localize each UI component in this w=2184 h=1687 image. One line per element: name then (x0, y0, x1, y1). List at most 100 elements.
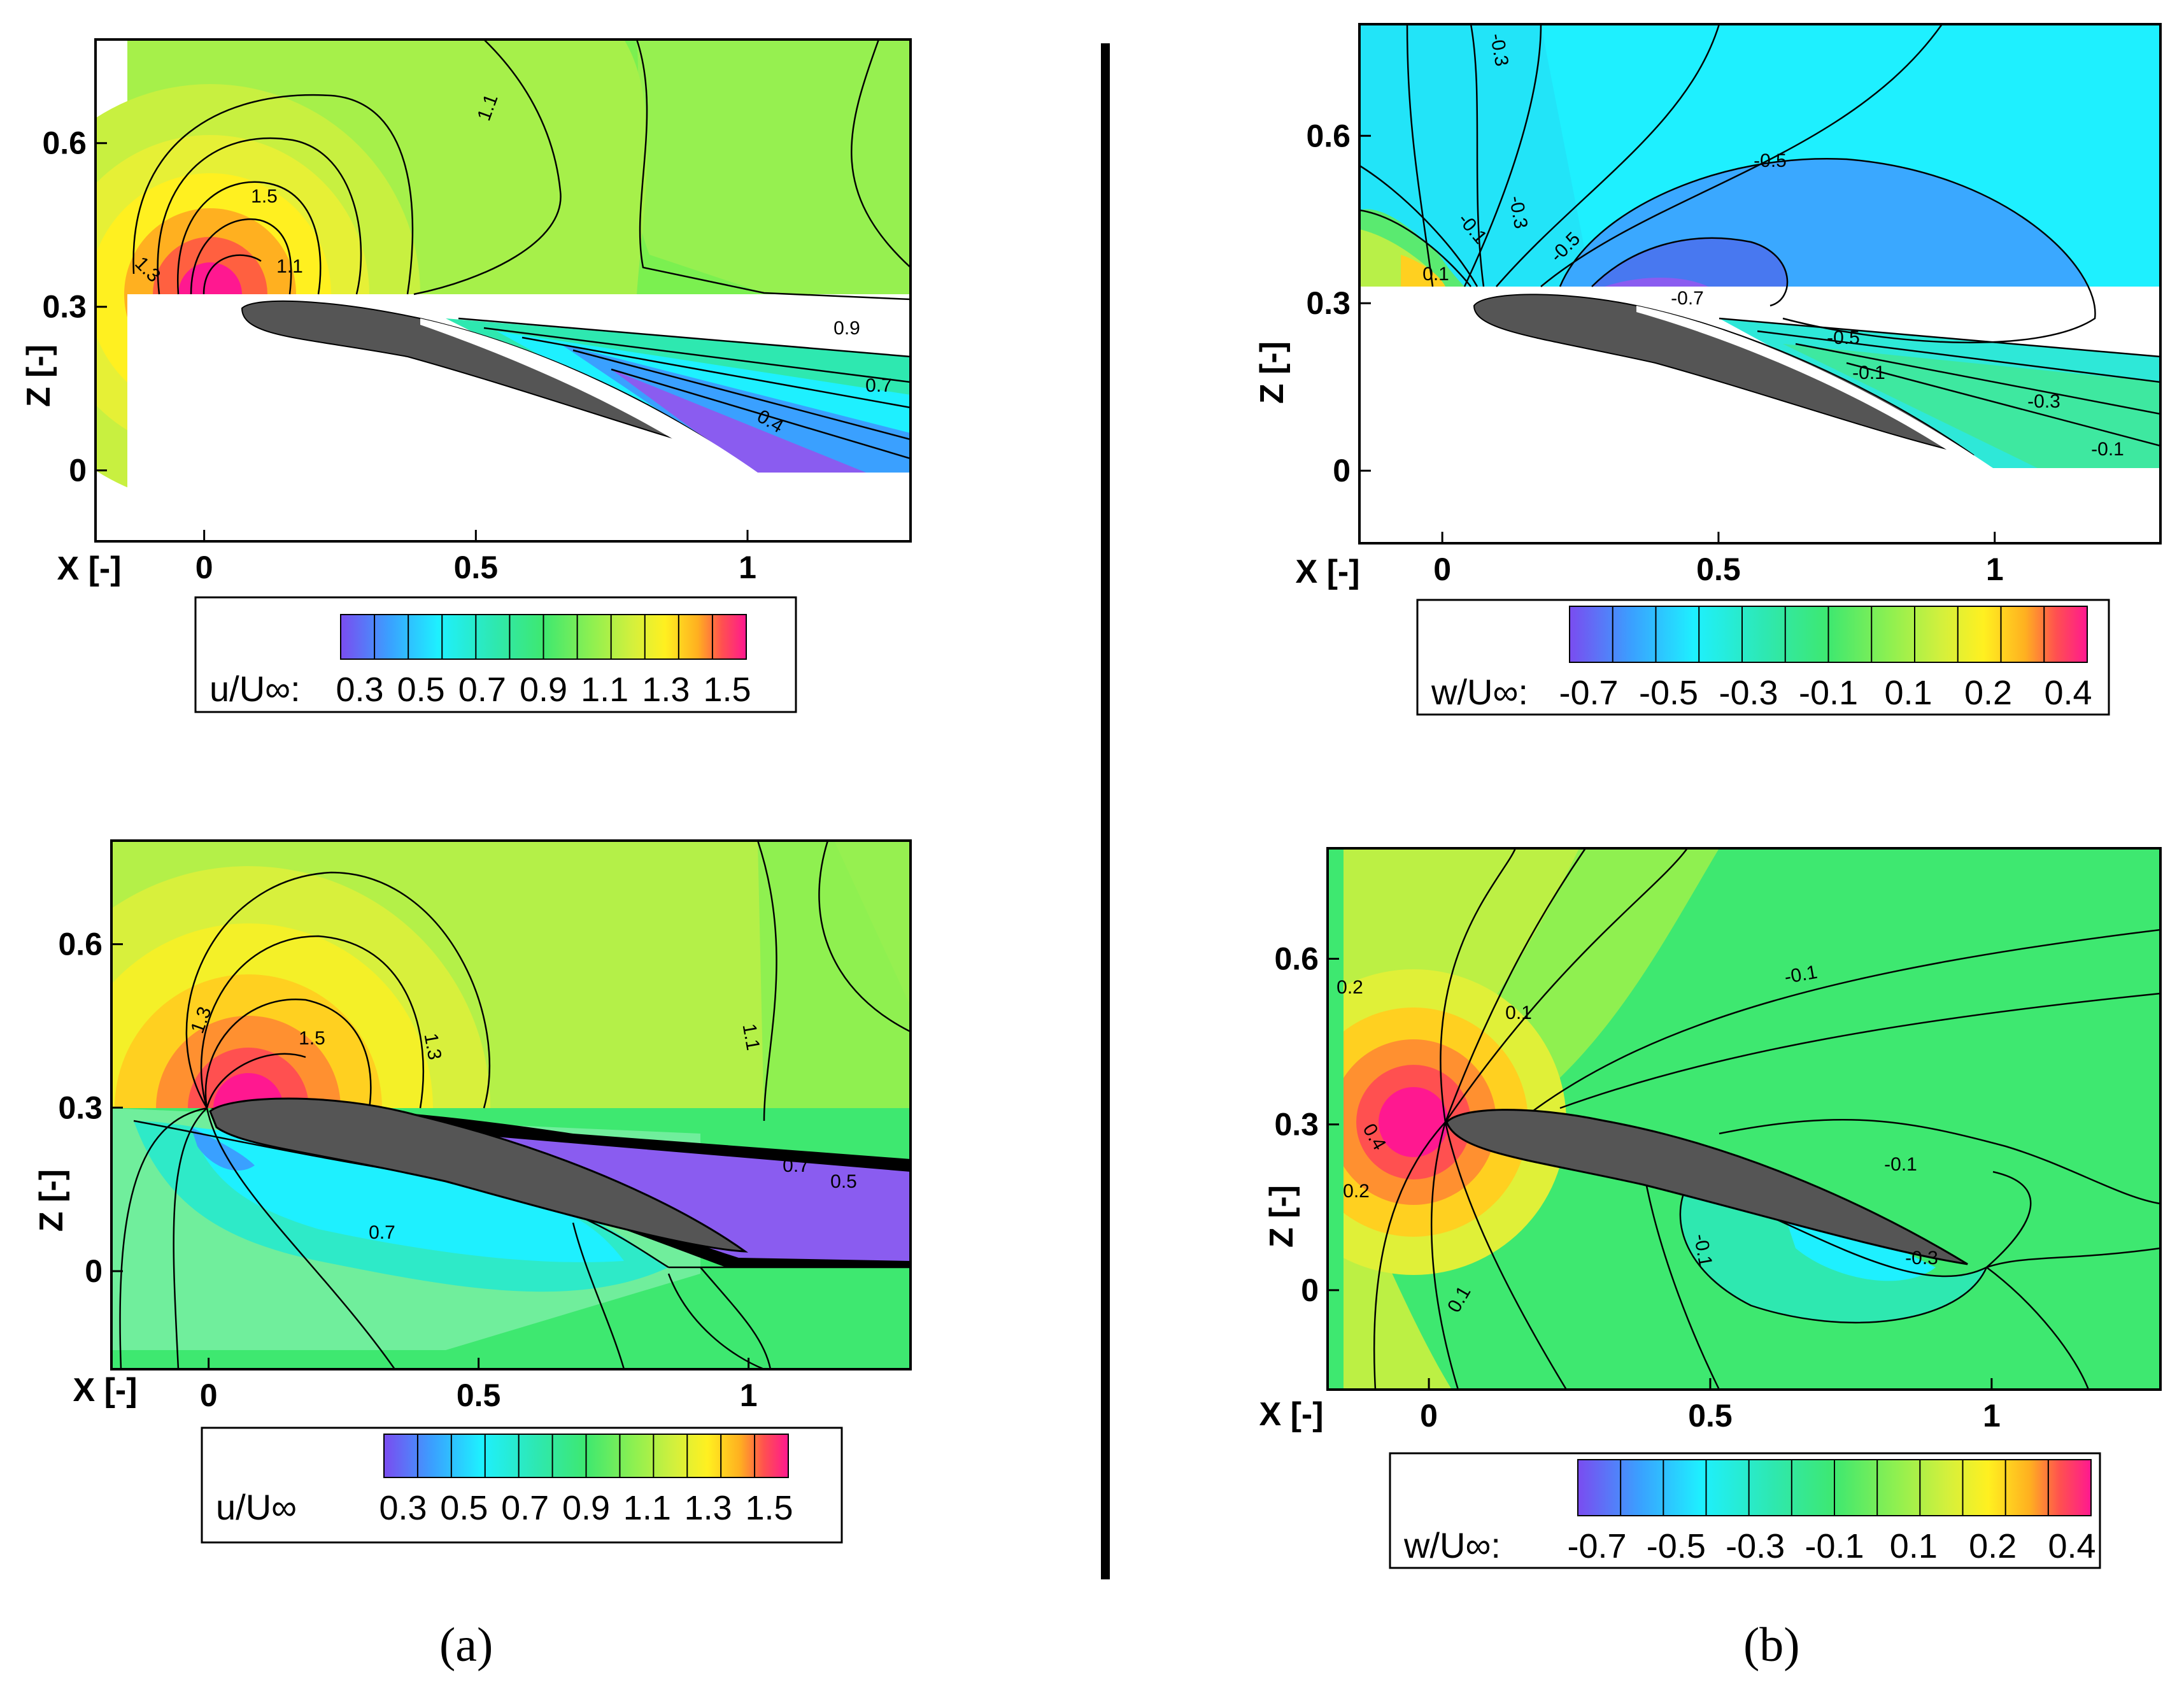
colorbar-tick-label: -0.3 (1726, 1527, 1785, 1565)
colorbar-tick-label: -0.3 (1719, 674, 1778, 712)
colorbar-tick-label: 1.3 (642, 671, 690, 709)
contour-label: 0.7 (865, 375, 892, 396)
colorbar-tick-label: 0.3 (336, 671, 383, 709)
contour-label: 0.1 (1422, 264, 1449, 285)
contour-label: 1.1 (276, 256, 303, 277)
colorbar-b-bottom: w/U∞: -0.7 -0.5 -0.3 -0.1 0.1 0.2 0.4 (1389, 1452, 2101, 1569)
colorbar-tick-label: 1.3 (684, 1489, 732, 1527)
colorbar-tick-label: -0.5 (1647, 1527, 1706, 1565)
colorbar-tick-label: 0.2 (1969, 1527, 2017, 1565)
contour-label: 0.1 (1505, 1002, 1532, 1023)
colorbar-label: u/U∞: (209, 669, 301, 709)
x-tick-label: 1 (1983, 1398, 2001, 1434)
caption-b: (b) (1743, 1618, 1800, 1672)
z-axis-label: Z [-] (20, 345, 57, 407)
chart-panel-a-bottom (110, 839, 912, 1370)
contour-label: -0.3 (1905, 1248, 1938, 1269)
z-tick-label: 0.3 (42, 289, 87, 325)
z-tick-label: 0.6 (1306, 118, 1351, 153)
contour-label: 0.7 (783, 1155, 809, 1176)
colorbar-tick-label: 0.3 (379, 1489, 427, 1527)
colorbar-tick-label: 0.9 (520, 671, 567, 709)
x-tick-label: 1 (739, 550, 756, 585)
colorbar-tick-label: 0.7 (501, 1489, 549, 1527)
colorbar-tick-label: 0.5 (397, 671, 445, 709)
z-tick-label: 0.6 (1274, 941, 1319, 976)
colorbar-tick-label: 0.1 (1890, 1527, 1938, 1565)
z-tick-label: 0.6 (42, 125, 87, 161)
colorbar-tick-label: -0.1 (1799, 674, 1858, 712)
z-tick-label: 0.3 (58, 1090, 103, 1125)
z-tick-label: 0.3 (1306, 285, 1351, 321)
z-tick-label: 0 (85, 1253, 103, 1289)
chart-panel-a-top (94, 38, 912, 543)
contour-label: -0.5 (1827, 327, 1860, 348)
contour-label: 0.2 (1343, 1181, 1370, 1202)
colorbar-tick-label: -0.5 (1639, 674, 1698, 712)
contour-label: -0.5 (1754, 150, 1787, 171)
colorbar-tick-label: 0.9 (562, 1489, 610, 1527)
x-tick-label: 0.5 (457, 1377, 501, 1413)
colorbar-tick-label: 0.4 (2044, 674, 2092, 712)
z-tick-label: 0 (1301, 1272, 1319, 1308)
z-tick-label: 0 (1333, 453, 1351, 488)
x-tick-label: 0 (195, 550, 213, 585)
contour-label: 0.9 (833, 318, 860, 339)
contour-label: -0.1 (2091, 439, 2124, 460)
contour-label: -0.1 (1852, 362, 1885, 383)
colorbar-b-top: w/U∞: -0.7 -0.5 -0.3 -0.1 0.1 0.2 0.4 (1416, 599, 2110, 716)
z-axis-label: Z [-] (1254, 341, 1291, 404)
x-tick-label: 0 (1420, 1398, 1438, 1434)
colorbar-tick-label: -0.7 (1567, 1527, 1626, 1565)
colorbar-tick-label: -0.7 (1559, 674, 1618, 712)
colorbar-tick-label: 1.5 (745, 1489, 793, 1527)
contour-label: -0.1 (1884, 1154, 1917, 1175)
x-axis-label: X [-] (1259, 1396, 1323, 1433)
z-axis-label: Z [-] (1263, 1185, 1300, 1248)
x-tick-label: 0 (1433, 552, 1451, 587)
contour-label: -0.7 (1671, 288, 1704, 309)
z-tick-label: 0.3 (1274, 1107, 1319, 1142)
x-axis-label: X [-] (57, 550, 121, 587)
x-axis-label: X [-] (73, 1372, 137, 1409)
z-tick-label: 0 (69, 453, 87, 488)
chart-panel-b-top (1328, 23, 2162, 545)
x-tick-label: 0.5 (1688, 1398, 1733, 1434)
colorbar-a-top: u/U∞: 0.3 0.5 0.7 0.9 1.1 1.3 1.5 (194, 596, 797, 713)
axes-b-bottom: 0 0.5 1 0 0.3 0.6 X [-] Z [-] (1259, 941, 2000, 1434)
x-axis-label: X [-] (1295, 553, 1359, 590)
contour-label: 1.3 (420, 1032, 445, 1062)
contour-label: -0.3 (2027, 391, 2060, 412)
colorbar-tick-label: 0.5 (440, 1489, 488, 1527)
axes-a-top: 0 0.5 1 0 0.3 0.6 X [-] Z [-] (20, 125, 756, 587)
x-tick-label: 1 (1986, 552, 2004, 587)
caption-a: (a) (439, 1618, 493, 1672)
colorbar-tick-label: -0.1 (1805, 1527, 1864, 1565)
contour-label: 0.7 (369, 1222, 395, 1243)
colorbar-label: w/U∞: (1403, 1525, 1501, 1565)
x-tick-label: 0.5 (454, 550, 499, 585)
contour-label: 0.2 (1337, 977, 1363, 998)
colorbar-label: w/U∞: (1431, 672, 1528, 712)
x-tick-label: 0 (200, 1377, 218, 1413)
colorbar-tick-label: 0.2 (1964, 674, 2012, 712)
z-axis-label: Z [-] (33, 1169, 70, 1232)
colorbar-tick-label: 1.1 (623, 1489, 671, 1527)
axes-a-bottom: 0 0.5 1 0 0.3 0.6 X [-] Z [-] (33, 927, 758, 1413)
z-tick-label: 0.6 (58, 927, 103, 962)
contour-label: 1.5 (251, 186, 278, 207)
colorbar-tick-label: 0.4 (2048, 1527, 2095, 1565)
colorbar-a-bottom: u/U∞ 0.3 0.5 0.7 0.9 1.1 1.3 1.5 (201, 1427, 843, 1544)
colorbar-label: u/U∞ (216, 1487, 297, 1527)
x-tick-label: 1 (740, 1377, 758, 1413)
axes-b-top: 0 0.5 1 0 0.3 0.6 X [-] Z [-] (1254, 118, 2004, 590)
chart-panel-b-bottom (1326, 847, 2162, 1391)
contour-label: 0.5 (830, 1171, 857, 1192)
colorbar-tick-label: 1.5 (703, 671, 751, 709)
colorbar-tick-label: 0.7 (458, 671, 506, 709)
contour-label: 1.1 (738, 1022, 763, 1052)
contour-label: 1.5 (299, 1028, 325, 1049)
colorbar-tick-label: 0.1 (1884, 674, 1932, 712)
colorbar-tick-label: 1.1 (581, 671, 628, 709)
